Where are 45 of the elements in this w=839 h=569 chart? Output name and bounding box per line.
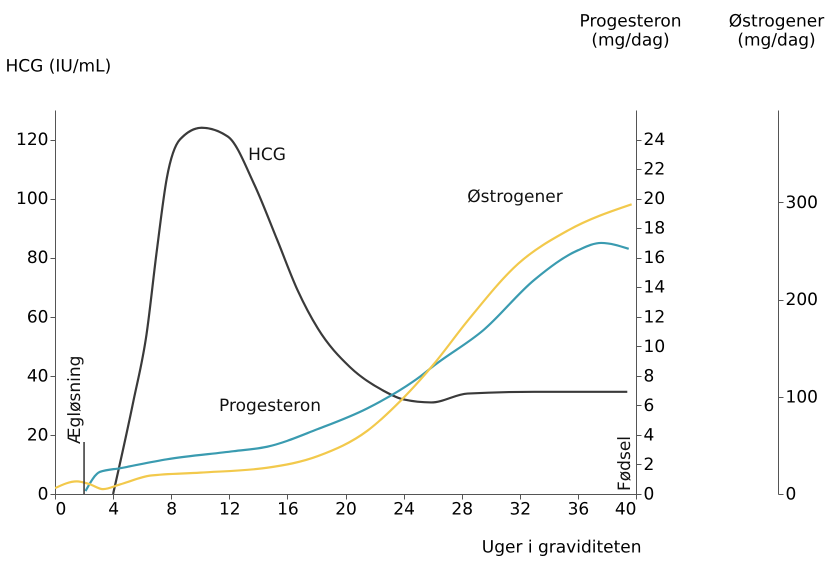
y3-axis-title: Østrogener (mg/dag) <box>728 12 824 50</box>
series-label: Østrogener <box>467 187 563 207</box>
y2-tick-label: 4 <box>644 425 654 446</box>
x-tick-label: 8 <box>166 500 178 520</box>
annotation: Fødsel <box>615 436 635 491</box>
y-tick-label: 100 <box>16 189 48 210</box>
y-tick-label: 80 <box>26 248 48 268</box>
x-tick-label: 16 <box>277 500 299 520</box>
y2-tick-label: 10 <box>644 336 666 357</box>
y2-tick-label: 0 <box>644 484 654 504</box>
x-tick-label: 40 <box>614 500 636 520</box>
x-tick-label: 32 <box>509 500 532 520</box>
x-tick-label: 12 <box>218 500 241 520</box>
x-tick-label: 24 <box>393 500 415 520</box>
y2-tick-label: 2 <box>644 454 654 475</box>
line-series <box>84 242 630 492</box>
series-label: Progesteron <box>219 396 321 416</box>
y2-axis-title: Progesteron (mg/dag) <box>580 12 682 50</box>
y-tick-label: 0 <box>38 484 48 504</box>
y-tick-label: 20 <box>26 425 48 446</box>
y3-tick-label: 0 <box>786 484 796 504</box>
y2-tick-label: 8 <box>644 366 654 386</box>
y2-tick-label: 24 <box>644 130 666 150</box>
y2-tick-label: 20 <box>644 189 666 210</box>
y2-tick-label: 14 <box>644 278 666 298</box>
y-tick-label: 120 <box>16 130 48 150</box>
y2-tick-label: 6 <box>644 396 654 416</box>
y3-tick-label: 300 <box>786 192 818 213</box>
x-tick-label: 36 <box>568 500 590 520</box>
x-tick-label: 4 <box>108 500 120 520</box>
x-tick-label: 20 <box>335 500 357 520</box>
x-tick-label: 28 <box>451 500 474 520</box>
y2-tick-label: 22 <box>644 160 666 180</box>
ref-line-label: Ægløsning <box>65 356 86 444</box>
y2-tick-label: 12 <box>644 307 666 328</box>
x-axis-title: Uger i graviditeten <box>482 538 642 558</box>
y3-tick-label: 100 <box>786 387 818 408</box>
y2-tick-label: 18 <box>644 218 666 239</box>
y-tick-label: 40 <box>26 366 48 386</box>
series-label: HCG <box>248 145 286 165</box>
y3-tick-label: 200 <box>786 290 818 310</box>
y-axis-title: HCG (IU/mL) <box>6 56 112 76</box>
x-tick-label: 0 <box>56 500 66 520</box>
y-tick-label: 60 <box>26 307 48 328</box>
y2-tick-label: 16 <box>644 248 666 268</box>
